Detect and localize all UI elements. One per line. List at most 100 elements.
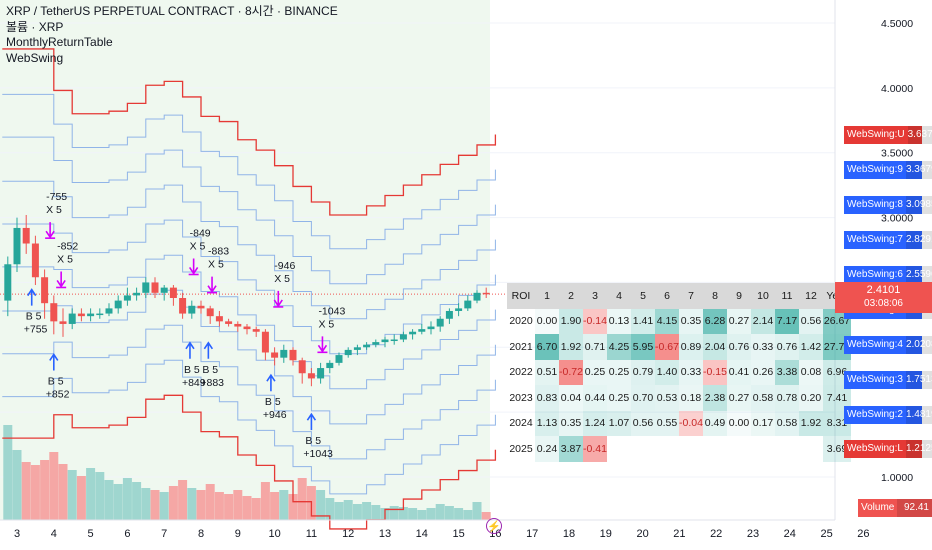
candle-body xyxy=(142,282,150,293)
candle xyxy=(13,217,21,273)
sell-profit-label: -852 xyxy=(57,240,78,252)
volume-bar xyxy=(270,492,280,520)
badge-value: 1.7513 xyxy=(905,370,932,389)
buy-arrow-icon xyxy=(49,353,59,371)
volume-legend[interactable]: 볼륨 · XRP xyxy=(6,19,64,34)
webswing-level-badge: WebSwing:U3.6374 xyxy=(844,125,932,144)
roi-header-cell: 8 xyxy=(703,283,727,309)
volume-bar xyxy=(58,464,68,520)
band-level xyxy=(2,254,496,390)
roi-month-cell xyxy=(703,436,727,462)
badge-label: WebSwing:7 xyxy=(847,233,903,245)
buy-qty-label: B 5 xyxy=(26,311,42,323)
roi-month-cell xyxy=(751,436,775,462)
candle xyxy=(22,214,30,254)
indicator-monthly-return[interactable]: MonthlyReturnTable xyxy=(6,35,113,49)
volume-bar xyxy=(86,468,96,520)
candle xyxy=(473,290,481,304)
roi-month-cell: 0.53 xyxy=(655,385,679,411)
candle-body xyxy=(188,305,196,314)
volume-bar xyxy=(132,482,142,520)
buy-profit-label: +883 xyxy=(200,377,224,389)
roi-header-cell: ROI xyxy=(507,283,535,309)
volume-bar xyxy=(435,504,445,520)
candle xyxy=(50,295,58,335)
webswing-level-badge: WebSwing:83.0985 xyxy=(844,195,932,214)
roi-header-cell: 2 xyxy=(559,283,583,309)
webswing-level-badge: WebSwing:L1.2125 xyxy=(844,440,932,459)
buy-arrow-icon xyxy=(27,288,37,306)
candle-body xyxy=(298,360,306,374)
volume-bar xyxy=(122,478,132,520)
candle xyxy=(353,344,361,356)
roi-month-cell: -0.04 xyxy=(679,410,703,436)
volume-bar xyxy=(463,510,473,520)
roi-month-cell: 0.24 xyxy=(535,436,559,462)
roi-month-cell: 0.76 xyxy=(727,334,751,360)
time-tick-label: 3 xyxy=(14,528,20,540)
buy-qty-label: B 5 xyxy=(184,364,200,376)
time-tick-label: 8 xyxy=(198,528,204,540)
roi-month-cell: 0.55 xyxy=(655,410,679,436)
candle-body xyxy=(252,329,260,332)
time-axis[interactable]: 3 4 5 6 7 8 9 10 11 12 13 14 15 16 17 18 19 20 21 22 23 24 25 2… xyxy=(14,528,870,540)
volume-bar xyxy=(214,492,224,520)
roi-header-cell: 9 xyxy=(727,283,751,309)
badge-label: WebSwing:9 xyxy=(847,163,903,175)
volume-bar xyxy=(113,484,123,520)
candle xyxy=(409,329,417,340)
roi-month-cell: 0.41 xyxy=(727,359,751,385)
sell-qty-label: X 5 xyxy=(274,273,290,285)
buy-signal: B 5+755 xyxy=(24,288,48,336)
volume-bar xyxy=(444,506,454,520)
badge-value: 3.6374 xyxy=(907,125,932,144)
candle xyxy=(326,360,334,374)
roi-month-cell: 0.35 xyxy=(559,410,583,436)
badge-value: 3.3679 xyxy=(905,160,932,179)
roi-row: 2024 1.13 0.35 1.24 1.07 0.56 0.55 -0.04 0.49 0.0… xyxy=(507,410,851,436)
roi-month-cell: 0.00 xyxy=(727,410,751,436)
symbol-title[interactable]: XRP / TetherUS PERPETUAL CONTRACT · 8시간 … xyxy=(6,4,338,18)
candle-body xyxy=(151,282,159,293)
volume-bar xyxy=(426,508,436,520)
candle-body xyxy=(105,308,113,314)
time-tick-label: 18 xyxy=(563,528,575,540)
candle xyxy=(344,347,352,358)
roi-month-cell: 0.25 xyxy=(607,385,631,411)
candle xyxy=(133,287,141,301)
roi-month-cell: 1.92 xyxy=(799,410,823,436)
candle xyxy=(179,292,187,319)
candle xyxy=(206,305,214,324)
sell-arrow-icon xyxy=(188,258,199,275)
candle-body xyxy=(59,321,67,324)
roi-month-cell: 0.51 xyxy=(535,359,559,385)
band-level xyxy=(2,359,496,495)
candle xyxy=(252,326,260,337)
roi-month-cell: 4.25 xyxy=(607,334,631,360)
indicator-webswing[interactable]: WebSwing xyxy=(6,50,64,65)
candle-body xyxy=(41,277,49,304)
candle-body xyxy=(418,329,426,332)
volume-bar xyxy=(3,425,13,520)
roi-month-cell: 1.13 xyxy=(535,410,559,436)
lightning-icon[interactable]: ⚡ xyxy=(486,518,502,534)
candle xyxy=(169,285,177,306)
roi-month-cell xyxy=(799,436,823,462)
candle xyxy=(41,269,49,319)
volume-bar xyxy=(224,494,234,520)
badge-label: WebSwing:L xyxy=(847,443,903,455)
webswing-level-badge: WebSwing:93.3679 xyxy=(844,160,932,179)
candle xyxy=(390,334,398,345)
candle-body xyxy=(87,313,95,317)
volume-bar xyxy=(316,490,326,520)
sell-arrow-icon xyxy=(45,222,55,239)
roi-row: 2022 0.51 -0.72 0.25 0.25 0.79 1.40 0.33 -0.15 0.… xyxy=(507,359,851,385)
candle xyxy=(114,295,122,314)
badge-label: WebSwing:8 xyxy=(847,198,903,210)
roi-month-cell: 5.95 xyxy=(631,334,655,360)
